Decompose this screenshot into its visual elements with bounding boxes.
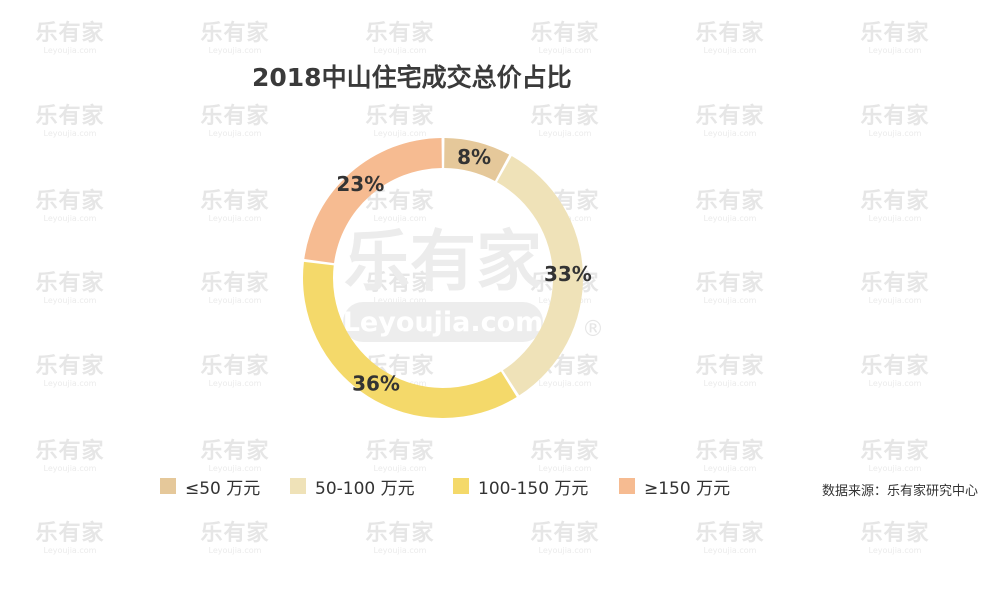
legend-item: 50-100 万元 (290, 475, 415, 499)
center-watermark-cn: 乐有家 (344, 223, 542, 300)
center-watermark-pill (343, 302, 543, 342)
legend-swatch (619, 478, 635, 494)
legend-item: ≥150 万元 (619, 475, 731, 499)
donut-slice (444, 138, 510, 182)
legend-label: ≥150 万元 (644, 478, 731, 499)
donut-data-label: 8% (457, 145, 491, 169)
legend-swatch (453, 478, 469, 494)
legend-item: 100-150 万元 (453, 475, 589, 499)
donut-slice (303, 261, 517, 419)
legend-swatch (160, 478, 176, 494)
center-watermark-logo: 乐有家 Leyoujia.com ® (343, 223, 604, 342)
donut-slice (304, 138, 442, 264)
legend-label: 50-100 万元 (315, 478, 415, 499)
chart-title: 2018中山住宅成交总价占比 (252, 63, 572, 92)
legend-swatch (290, 478, 306, 494)
data-source-note: 数据来源：乐有家研究中心 (822, 484, 979, 499)
legend-label: 100-150 万元 (478, 478, 589, 499)
registered-mark-icon: ® (582, 317, 604, 342)
legend-item: ≤50 万元 (160, 475, 261, 499)
donut-slice (496, 156, 583, 396)
donut-slices (303, 138, 583, 419)
donut-data-label: 33% (544, 262, 592, 286)
donut-data-label: 36% (352, 372, 400, 396)
donut-data-label: 23% (336, 172, 384, 196)
center-watermark-en: Leyoujia.com (343, 307, 544, 338)
legend-label: ≤50 万元 (185, 478, 261, 499)
donut-data-labels: 8% 33% 36% 23% (336, 145, 591, 396)
